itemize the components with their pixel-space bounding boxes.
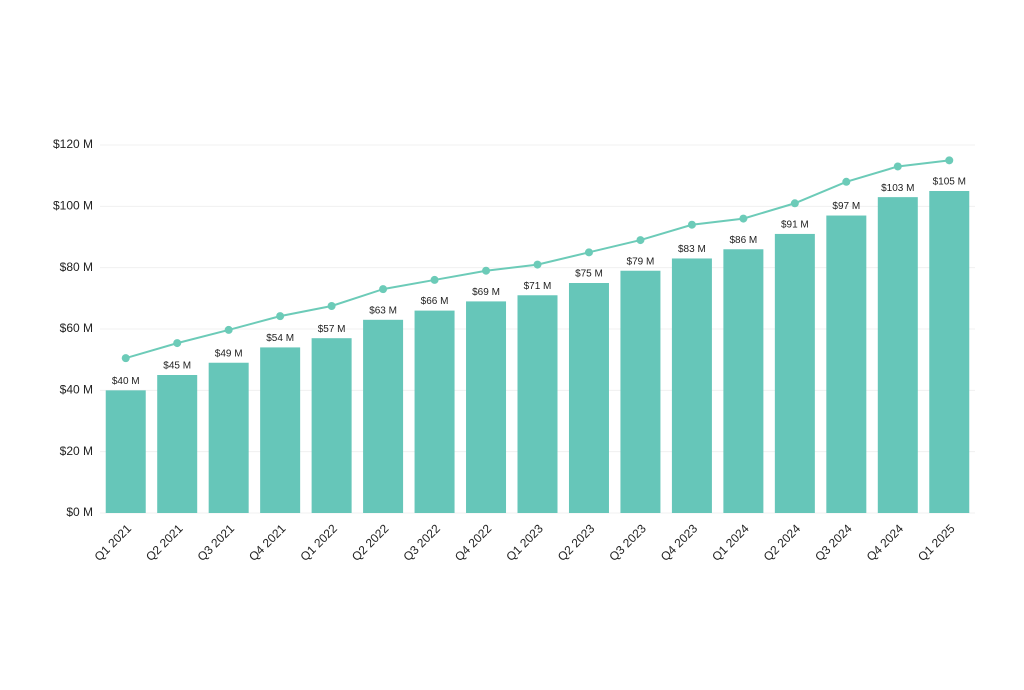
value-label: $97 M: [832, 201, 860, 212]
x-tick-label: Q2 2022: [349, 521, 392, 564]
y-tick-label: $120 M: [53, 137, 93, 151]
bar: [157, 375, 198, 513]
x-tick-label: Q3 2024: [812, 521, 855, 564]
line-point: [584, 248, 593, 257]
line-point: [533, 260, 542, 269]
x-tick-label: Q2 2021: [143, 521, 186, 564]
x-tick-label: Q1 2025: [915, 521, 958, 564]
x-tick-label: Q1 2022: [298, 521, 341, 564]
value-label: $49 M: [215, 348, 243, 359]
value-label: $66 M: [421, 296, 449, 307]
line-point: [276, 312, 285, 321]
value-label: $103 M: [881, 183, 914, 194]
x-tick-label: Q1 2023: [503, 521, 546, 564]
y-tick-label: $80 M: [60, 260, 93, 274]
x-tick-label: Q1 2021: [92, 521, 135, 564]
line-point: [636, 236, 645, 245]
x-tick-label: Q4 2024: [864, 521, 907, 564]
x-tick-label: Q1 2024: [709, 521, 752, 564]
y-tick-label: $20 M: [60, 444, 93, 458]
value-label: $75 M: [575, 269, 603, 280]
line-point: [842, 177, 851, 186]
line-point: [379, 285, 388, 294]
value-label: $79 M: [627, 256, 655, 267]
x-tick-label: Q3 2023: [606, 521, 649, 564]
bar: [826, 215, 867, 514]
x-tick-label: Q4 2021: [246, 521, 289, 564]
line-point: [482, 266, 491, 275]
line-point: [430, 275, 439, 284]
value-label: $105 M: [933, 177, 966, 188]
bar: [517, 295, 558, 513]
line-point: [893, 162, 902, 171]
bar: [105, 390, 146, 513]
line-point: [121, 354, 130, 363]
bar: [723, 249, 764, 513]
bar: [568, 283, 609, 513]
bar: [620, 270, 661, 513]
value-label: $91 M: [781, 220, 809, 231]
value-label: $63 M: [369, 305, 397, 316]
x-tick-label: Q3 2021: [195, 521, 238, 564]
bar: [929, 191, 970, 513]
value-label: $83 M: [678, 244, 706, 255]
value-label: $57 M: [318, 324, 346, 335]
value-label: $69 M: [472, 287, 500, 298]
line-point: [687, 220, 696, 229]
value-label: $40 M: [112, 376, 140, 387]
x-tick-label: Q3 2022: [400, 521, 443, 564]
y-tick-label: $40 M: [60, 383, 93, 397]
value-label: $86 M: [729, 235, 757, 246]
line-point: [327, 302, 336, 310]
line-point: [790, 199, 799, 208]
bar: [414, 310, 455, 513]
line-point: [945, 156, 954, 165]
line-point: [739, 214, 748, 223]
line-point: [173, 339, 182, 348]
y-tick-label: $100 M: [53, 199, 93, 213]
bar: [877, 197, 918, 513]
bar: [363, 319, 404, 513]
bar: [311, 338, 352, 513]
x-tick-label: Q4 2023: [658, 521, 701, 564]
line-point: [224, 325, 233, 334]
value-label: $45 M: [163, 361, 191, 372]
y-tick-label: $0 M: [66, 505, 93, 519]
bar: [466, 301, 507, 513]
x-tick-label: Q2 2024: [761, 521, 804, 564]
x-tick-label: Q4 2022: [452, 521, 495, 564]
bar: [260, 347, 301, 513]
value-label: $54 M: [266, 333, 294, 344]
bar: [671, 258, 712, 513]
bar: [774, 233, 815, 513]
bar: [208, 362, 249, 513]
y-tick-label: $60 M: [60, 321, 93, 335]
value-label: $71 M: [524, 281, 552, 292]
x-tick-label: Q2 2023: [555, 521, 598, 564]
